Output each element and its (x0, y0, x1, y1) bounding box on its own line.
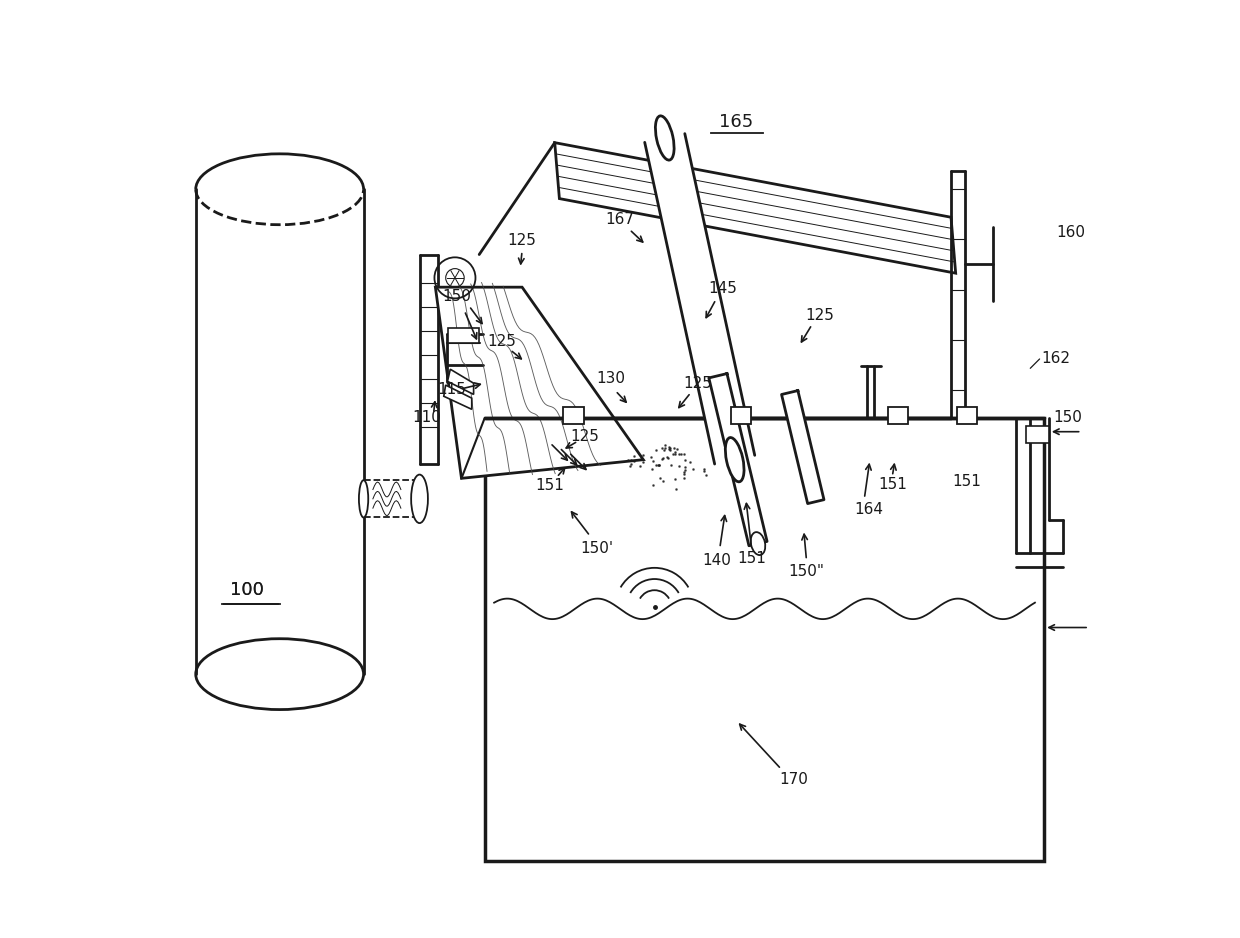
Bar (888, 407, 908, 424)
Polygon shape (781, 390, 823, 504)
Text: 100: 100 (231, 582, 264, 599)
Text: 150: 150 (443, 289, 471, 304)
Bar (485, 417, 1044, 861)
Text: 125: 125 (683, 376, 712, 391)
Ellipse shape (725, 437, 744, 482)
Text: 150": 150" (789, 564, 825, 579)
Bar (1025, 426, 1049, 443)
Text: 140: 140 (703, 552, 732, 567)
Ellipse shape (412, 475, 428, 523)
Text: 125: 125 (507, 233, 537, 248)
Text: 100: 100 (231, 582, 264, 599)
Bar (449, 328, 479, 343)
Text: 162: 162 (1042, 352, 1070, 367)
Text: 164: 164 (854, 502, 883, 517)
Text: 125: 125 (805, 308, 835, 323)
Text: 151: 151 (878, 477, 906, 492)
Text: 165: 165 (719, 113, 754, 131)
Ellipse shape (358, 480, 368, 518)
Text: 145: 145 (708, 280, 737, 295)
Polygon shape (554, 143, 956, 273)
Text: 170: 170 (779, 772, 808, 787)
Text: 151: 151 (536, 478, 564, 493)
Text: 110: 110 (413, 410, 441, 425)
Text: 167: 167 (605, 212, 635, 227)
Polygon shape (645, 133, 755, 464)
Text: 160: 160 (1056, 225, 1085, 240)
Polygon shape (444, 386, 471, 409)
Text: 151: 151 (737, 551, 766, 566)
Text: 130: 130 (596, 371, 625, 386)
Bar (730, 407, 751, 424)
Polygon shape (448, 370, 474, 394)
Ellipse shape (750, 532, 765, 555)
Text: 125: 125 (487, 334, 516, 349)
Text: 150': 150' (580, 541, 614, 555)
Bar (956, 407, 977, 424)
Bar (563, 407, 584, 424)
Text: 125: 125 (570, 429, 599, 444)
Text: 115: 115 (438, 383, 466, 397)
Ellipse shape (656, 116, 675, 160)
Text: 151: 151 (952, 474, 981, 489)
Text: 150: 150 (1054, 410, 1083, 425)
Polygon shape (709, 373, 768, 546)
Polygon shape (435, 287, 644, 478)
